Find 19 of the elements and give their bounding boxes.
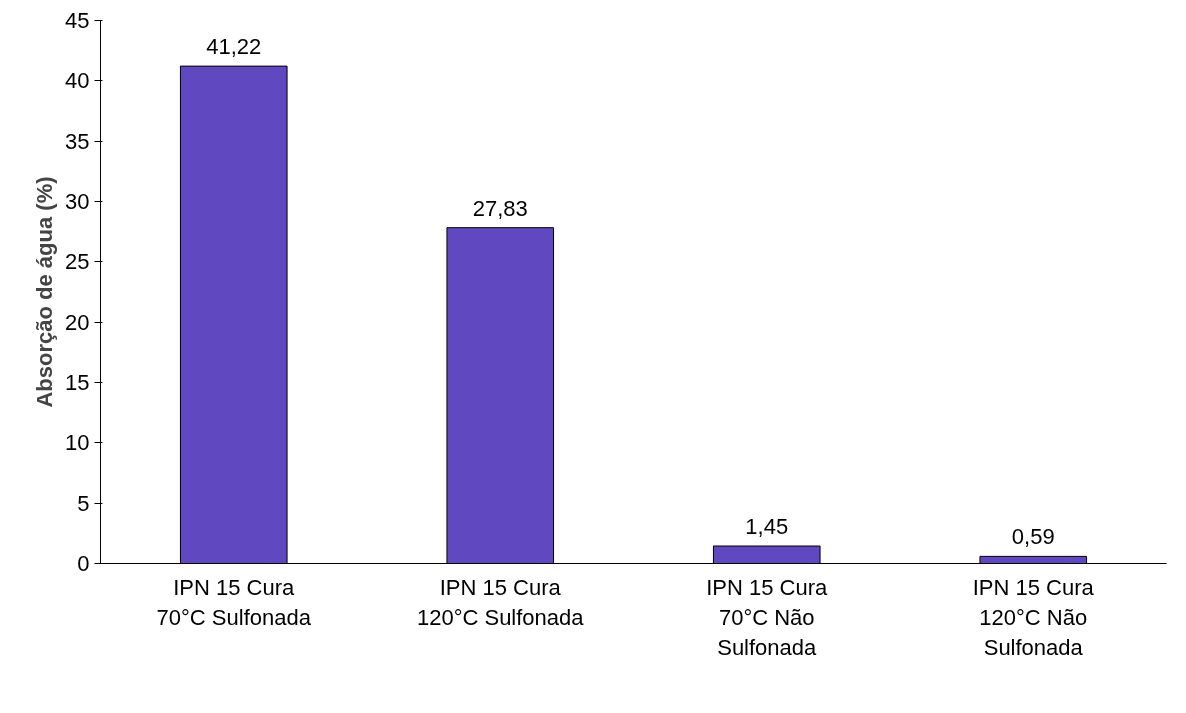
- y-tick-label: 0: [77, 551, 90, 576]
- x-tick-label: IPN 15 Cura 120°C Não Sulfonada: [972, 574, 1095, 660]
- x-tick-label: IPN 15 Cura 70°C Sulfonada: [156, 574, 312, 630]
- x-tick-label: IPN 15 Cura 120°C Sulfonada: [416, 574, 585, 630]
- data-label: 0,59: [1011, 524, 1055, 550]
- y-tick-label: 5: [77, 490, 90, 516]
- data-label: 27,83: [472, 195, 528, 221]
- y-tick-label: 45: [65, 8, 90, 33]
- y-tick-label: 10: [65, 430, 90, 456]
- y-tick-label: 20: [65, 309, 90, 335]
- y-tick-label: 15: [65, 370, 90, 395]
- y-axis-title: Absorção de água (%): [32, 176, 58, 408]
- data-label: 1,45: [745, 514, 789, 539]
- data-label: 41,22: [206, 34, 262, 60]
- y-tick-label: 25: [65, 249, 90, 275]
- y-tick-label: 40: [65, 68, 90, 94]
- y-tick-label: 30: [65, 189, 90, 214]
- y-tick-label: 35: [65, 128, 90, 154]
- x-tick-label: IPN 15 Cura 70°C Não Sulfonada: [706, 574, 829, 660]
